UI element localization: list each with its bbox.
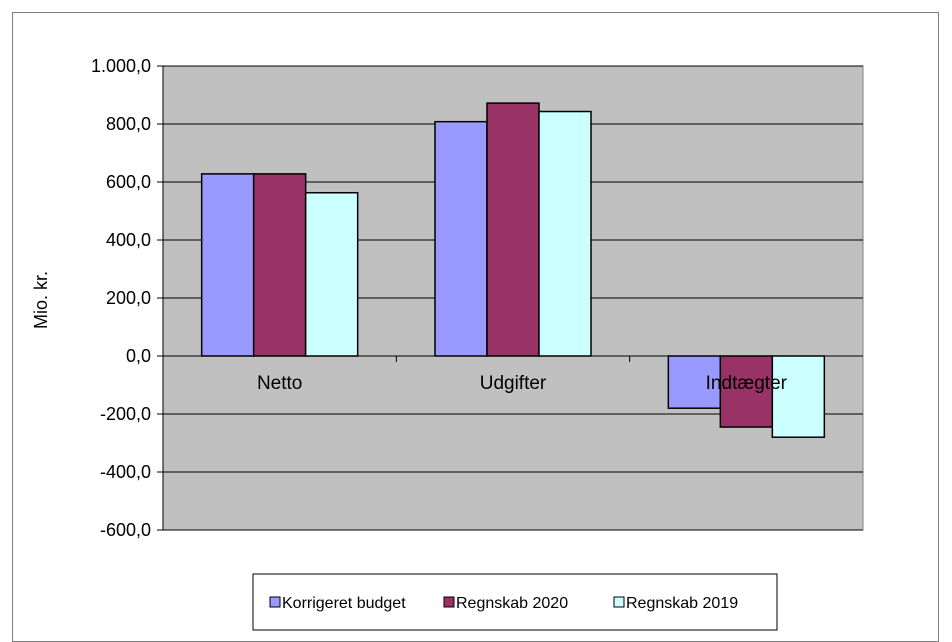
legend-swatch (269, 596, 281, 608)
bar (434, 120, 488, 357)
y-tick-label: 200,0 (106, 288, 151, 308)
bar (667, 355, 722, 409)
y-tick-label: 400,0 (106, 230, 151, 250)
y-tick-label: 1.000,0 (91, 56, 151, 76)
legend-label: Regnskab 2020 (456, 595, 568, 612)
y-tick-label: 0,0 (126, 346, 151, 366)
y-tick-label: -600,0 (100, 520, 151, 540)
legend-label: Regnskab 2019 (626, 595, 738, 612)
legend-swatch (613, 596, 625, 608)
bar (538, 110, 592, 357)
bar (486, 102, 540, 357)
x-tick-label: Netto (257, 373, 302, 394)
x-tick-label: Indtægter (706, 373, 788, 394)
bar (304, 191, 359, 357)
y-tick-label: -200,0 (100, 404, 151, 424)
legend-swatch (443, 596, 455, 608)
y-axis-title: Mio. kr. (31, 271, 51, 329)
bar (200, 173, 255, 357)
legend-box (252, 573, 778, 631)
x-tick-label: Udgifter (480, 373, 547, 394)
bar (771, 355, 826, 438)
bar (252, 173, 307, 357)
bar (719, 355, 774, 428)
y-tick-label: 600,0 (106, 172, 151, 192)
legend-label: Korrigeret budget (282, 595, 406, 612)
y-tick-label: 800,0 (106, 114, 151, 134)
y-tick-label: -400,0 (100, 462, 151, 482)
legend: Korrigeret budget Regnskab 2020 Regnskab 2… (252, 573, 778, 631)
